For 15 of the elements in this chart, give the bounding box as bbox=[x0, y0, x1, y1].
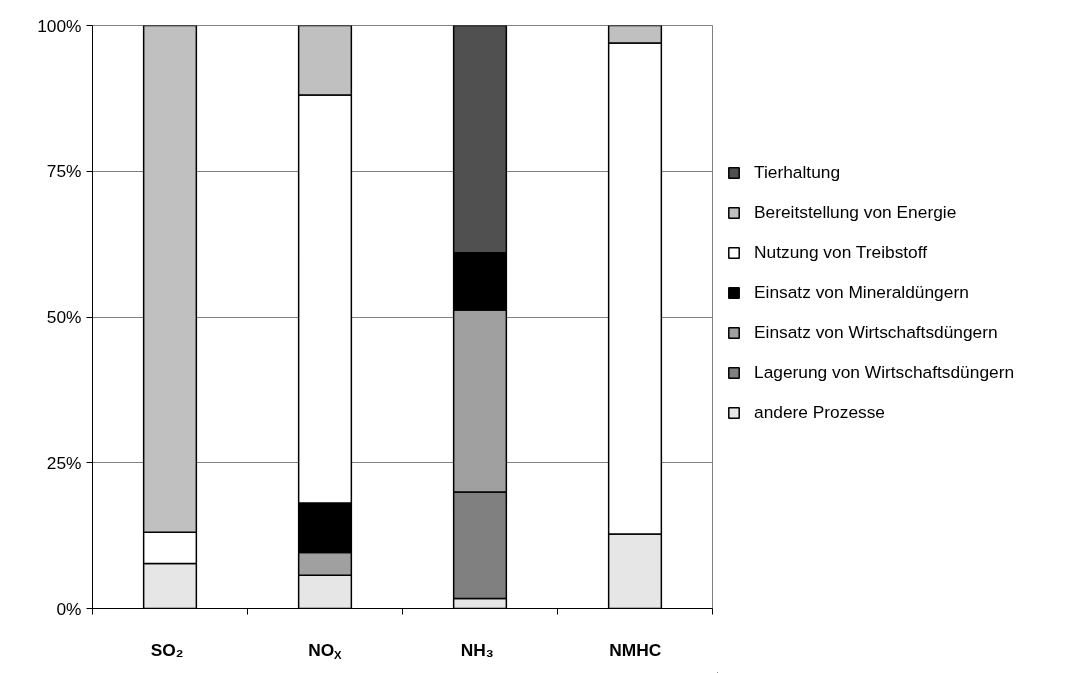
y-tick-label: 100% bbox=[37, 15, 82, 36]
legend-label: Nutzung von Treibstoff bbox=[754, 242, 928, 263]
legend-label: Einsatz von Wirtschaftsdüngern bbox=[754, 322, 998, 343]
y-tick-label: 75% bbox=[46, 161, 82, 182]
y-tick-label: 0% bbox=[56, 598, 82, 619]
legend-label: Bereitstellung von Energie bbox=[754, 202, 957, 223]
legend-label: andere Prozesse bbox=[754, 402, 886, 423]
x-tick-label: NMHC bbox=[609, 639, 662, 660]
y-tick-label: 50% bbox=[46, 307, 82, 327]
y-tick-label: 25% bbox=[46, 452, 82, 473]
x-tick-label: NH₃ bbox=[460, 639, 494, 660]
legend-label: Tierhaltung bbox=[754, 162, 841, 183]
legend-label: Einsatz von Mineraldüngern bbox=[754, 282, 969, 303]
x-tick-label: SO₂ bbox=[150, 639, 184, 660]
legend-label: Lagerung von Wirtschaftsdüngern bbox=[754, 362, 1015, 383]
